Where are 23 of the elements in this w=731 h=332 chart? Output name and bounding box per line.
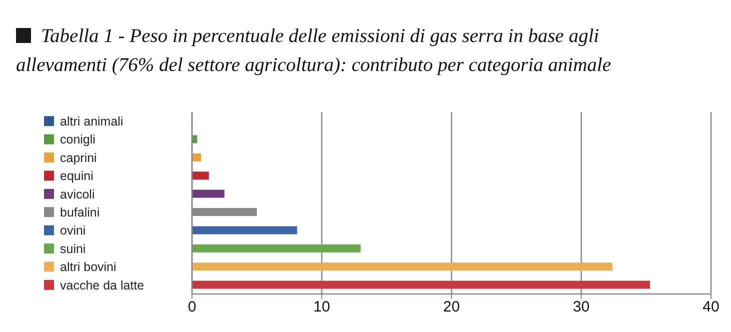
y-tick-label: conigli <box>60 132 96 147</box>
x-tick-label: 10 <box>313 298 330 316</box>
x-tick-label: 40 <box>702 298 720 316</box>
y-tick-label: ovini <box>60 224 86 238</box>
bar <box>192 280 650 289</box>
y-tick-label: avicoli <box>60 187 95 202</box>
y-tick-label: bufalini <box>60 205 100 220</box>
chart-title: Tabella 1 - Peso in percentuale delle emissioni di gas serra in base agli allevamenti (76% del settore agricoltura): contributo per categoria animale <box>16 26 611 76</box>
bar <box>192 262 612 271</box>
bar <box>192 226 298 234</box>
y-tick-label: equini <box>60 169 94 184</box>
bar <box>192 244 361 252</box>
y-tick-label: vacche da latte <box>60 278 144 292</box>
y-tick-label: altri animali <box>60 114 124 128</box>
x-tick-label: 30 <box>572 298 590 316</box>
y-tick-label: caprini <box>60 150 97 165</box>
y-tick-label: suini <box>60 242 86 256</box>
x-tick-label: 0 <box>188 298 196 316</box>
y-tick-label: altri bovini <box>60 260 116 274</box>
bar <box>192 172 209 180</box>
x-tick-label: 20 <box>443 298 460 316</box>
bar <box>192 190 224 198</box>
bar <box>192 153 202 162</box>
